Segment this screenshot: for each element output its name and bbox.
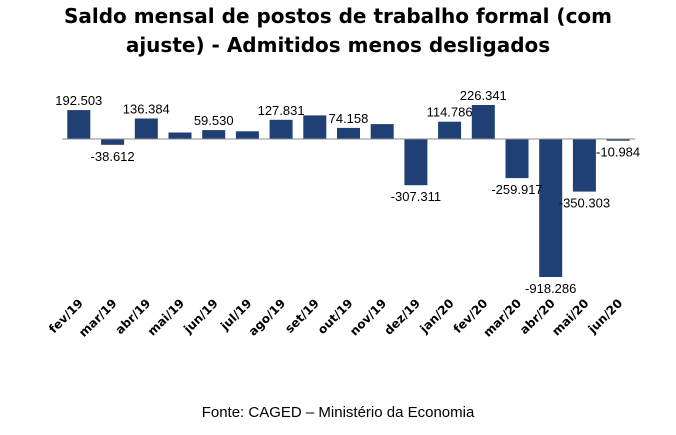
bar-abr-20: [539, 139, 563, 277]
data-label-abr-20: -918.286: [525, 281, 576, 296]
bar-ago-19: [269, 119, 293, 139]
bar-nov-19: [370, 124, 394, 139]
bar-set-19: [303, 115, 327, 139]
title-line-1: Saldo mensal de postos de trabalho forma…: [63, 4, 613, 28]
data-label-jun-19: 59.530: [194, 113, 234, 128]
tick-label-jun-20: jun/20: [585, 296, 626, 337]
data-label-jun-20: -10.984: [596, 145, 640, 160]
tick-label-nov-19: nov/19: [347, 296, 389, 338]
title-line-2: ajuste) - Admitidos menos desligados: [125, 33, 551, 57]
tick-label-dez-19: dez/19: [381, 296, 423, 338]
data-label-abr-19: 136.384: [123, 102, 170, 117]
tick-label-jun-19: jun/19: [180, 296, 221, 337]
bar-mai-20: [572, 139, 596, 192]
bar-mar-19: [101, 139, 125, 145]
data-label-fev-20: 226.341: [460, 88, 507, 103]
tick-label-mai-20: mai/20: [549, 296, 591, 338]
data-label-dez-19: -307.311: [391, 189, 441, 204]
data-label-mar-20: -259.917: [491, 182, 542, 197]
bar-jan-20: [438, 121, 462, 139]
data-label-fev-19: 192.503: [55, 93, 102, 108]
data-label-jan-20: 114.786: [427, 105, 473, 120]
tick-label-mar-20: mar/20: [481, 296, 525, 340]
bar-jul-19: [235, 131, 259, 139]
bar-jun-19: [202, 130, 226, 139]
tick-label-jan-20: jan/20: [417, 296, 457, 336]
bar-mar-20: [505, 139, 529, 179]
bar-fev-20: [471, 105, 495, 139]
data-label-ago-19: 127.831: [258, 103, 305, 118]
chart-title: Saldo mensal de postos de trabalho forma…: [0, 2, 676, 60]
tick-label-mar-19: mar/19: [76, 296, 120, 340]
bar-jun-20: [606, 139, 630, 141]
tick-label-set-19: set/19: [282, 296, 322, 336]
bar-abr-19: [134, 118, 158, 139]
bar-out-19: [337, 127, 360, 139]
tick-label-ago-19: ago/19: [246, 296, 288, 338]
bar-fev-19: [67, 110, 91, 139]
data-label-out-19: 74.158: [329, 111, 369, 126]
bar-mai-19: [168, 132, 192, 139]
data-label-mai-20: -350.303: [559, 196, 610, 211]
data-label-mar-19: -38.612: [91, 149, 135, 164]
bar-dez-19: [404, 139, 428, 186]
source-note: Fonte: CAGED – Ministério da Economia: [201, 404, 475, 421]
tick-label-mai-19: mai/19: [145, 296, 187, 338]
